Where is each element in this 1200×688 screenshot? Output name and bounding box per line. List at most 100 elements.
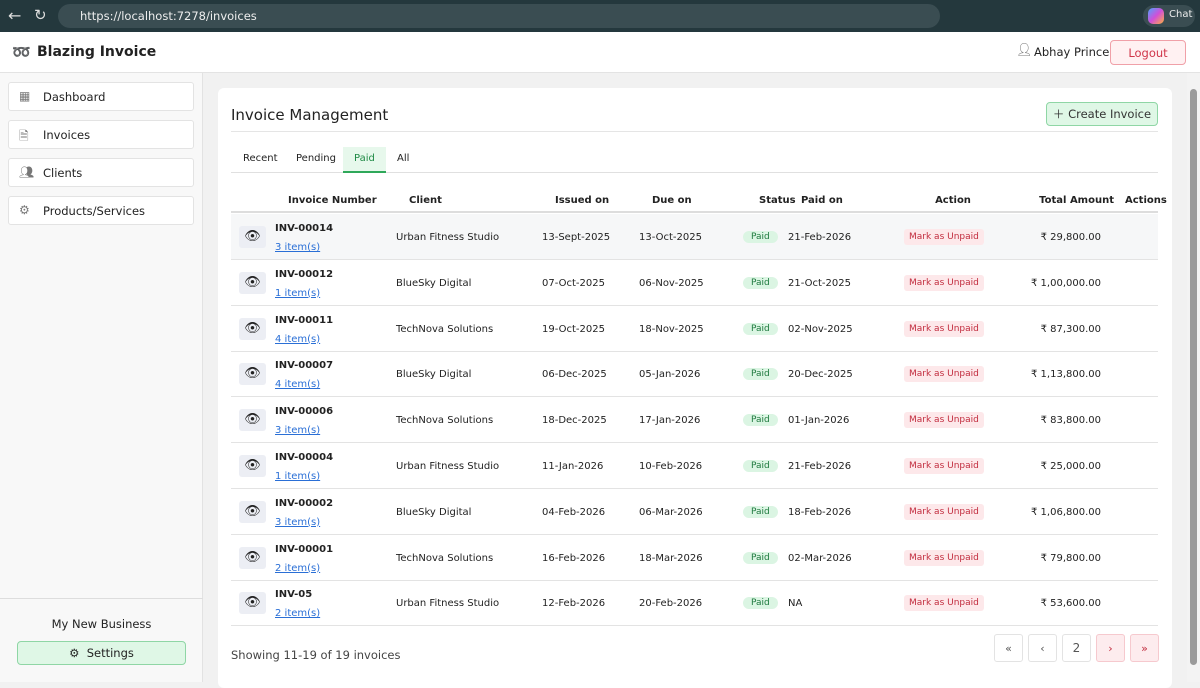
column-header: Invoice Number <box>288 195 377 206</box>
reload-button[interactable]: ↻ <box>34 6 47 24</box>
settings-button[interactable]: ⚙︎ Settings <box>17 641 186 665</box>
table-header: Invoice Number Client Issued on Due on Statu… <box>231 192 1167 213</box>
items-link[interactable]: 3 item(s) <box>275 425 321 437</box>
nav-item[interactable]: ⚙︎ Products/Services <box>8 196 194 225</box>
items-link[interactable]: 1 item(s) <box>275 471 321 482</box>
items-link[interactable]: 3 item(s) <box>275 242 321 253</box>
mark-unpaid-button[interactable]: Mark as Unpaid <box>904 503 984 520</box>
status-badge: Paid <box>743 231 778 243</box>
table-row: 👁︎ INV-00007 4 item(s) BlueSky Digital 06-De… <box>231 351 1158 398</box>
mark-unpaid-button[interactable]: Mark as Unpaid <box>904 274 984 291</box>
logout-button[interactable]: Logout <box>1110 40 1186 65</box>
view-button[interactable]: 👁︎ <box>239 226 266 248</box>
client: BlueSky Digital <box>396 277 472 289</box>
mark-unpaid-button[interactable]: Mark as Unpaid <box>904 549 984 566</box>
client: BlueSky Digital <box>396 369 472 381</box>
status-badge: Paid <box>743 551 778 564</box>
nav-item[interactable]: 👥︎ Clients <box>8 158 194 187</box>
mark-unpaid-button[interactable]: Mark as Unpaid <box>904 229 984 245</box>
total-amount: ₹ 83,800.00 <box>1040 415 1101 427</box>
table-row: 👁︎ INV-00011 4 item(s) TechNova Solutions 19… <box>231 306 1158 352</box>
column-header: Status <box>759 195 796 206</box>
items-link[interactable]: 2 item(s) <box>275 608 321 620</box>
nav-item[interactable]: 🗎︎ Invoices <box>8 120 194 149</box>
status-badge: Paid <box>743 276 778 289</box>
due-on: 06-Nov-2025 <box>639 277 704 289</box>
items-link[interactable]: 3 item(s) <box>275 516 321 528</box>
status-badge: Paid <box>743 597 778 610</box>
paid-on: 21-Feb-2026 <box>788 232 852 243</box>
title-divider <box>231 131 1158 132</box>
logo-icon: ➿ <box>12 43 31 61</box>
mark-unpaid-button[interactable]: Mark as Unpaid <box>904 320 984 337</box>
invoice-number: INV-00001 <box>275 543 334 555</box>
view-button[interactable]: 👁︎ <box>239 363 266 386</box>
issued-on: 18-Dec-2025 <box>542 415 607 427</box>
tab[interactable]: All <box>397 147 409 173</box>
client: Urban Fitness Studio <box>396 598 500 610</box>
table-row: 👁︎ INV-00006 3 item(s) TechNova Solutions 18… <box>231 397 1158 444</box>
column-header: Due on <box>652 195 692 206</box>
items-link[interactable]: 4 item(s) <box>275 379 321 391</box>
pager-button[interactable]: « <box>994 634 1023 662</box>
tab[interactable]: Recent <box>243 147 278 173</box>
pager-button[interactable]: ‹ <box>1028 634 1057 662</box>
tab[interactable]: Pending <box>296 147 336 173</box>
tab-label: Recent <box>243 153 278 164</box>
view-button[interactable]: 👁︎ <box>239 317 266 340</box>
issued-on: 04-Feb-2026 <box>542 506 606 518</box>
pager-button[interactable]: » <box>1130 634 1159 662</box>
items-link[interactable]: 1 item(s) <box>275 287 321 299</box>
pager-button[interactable]: 2 <box>1062 634 1091 662</box>
invoice-number: INV-00006 <box>275 406 334 418</box>
view-button[interactable]: 👁︎ <box>239 271 266 294</box>
paid-on: NA <box>788 598 803 610</box>
browser-bar: ← ↻ https://localhost:7278/invoices Chat <box>0 0 1200 32</box>
invoice-number: INV-00011 <box>275 314 334 326</box>
mark-unpaid-button[interactable]: Mark as Unpaid <box>904 458 984 474</box>
user-name: Abhay Prince <box>1034 45 1110 59</box>
mark-unpaid-button[interactable]: Mark as Unpaid <box>904 595 984 612</box>
issued-on: 19-Oct-2025 <box>542 323 605 335</box>
column-header: Total Amount <box>1039 195 1114 206</box>
due-on: 10-Feb-2026 <box>639 461 703 472</box>
column-header: Client <box>409 195 442 206</box>
items-link[interactable]: 4 item(s) <box>275 333 321 345</box>
nav-icon: ⚙︎ <box>19 203 30 217</box>
client: BlueSky Digital <box>396 506 472 518</box>
view-button[interactable]: 👁︎ <box>239 546 266 569</box>
user-icon: 👤︎ <box>1016 43 1033 58</box>
view-button[interactable]: 👁︎ <box>239 455 266 477</box>
create-invoice-button[interactable]: ＋ Create Invoice <box>1046 102 1158 126</box>
back-button[interactable]: ← <box>8 6 22 25</box>
tab-label: Pending <box>296 153 336 164</box>
issued-on: 13-Sept-2025 <box>542 232 611 243</box>
scroll-thumb <box>1190 89 1197 665</box>
chat-button[interactable]: Chat <box>1143 5 1195 27</box>
issued-on: 07-Oct-2025 <box>542 277 605 289</box>
view-button[interactable]: 👁︎ <box>239 592 266 615</box>
due-on: 17-Jan-2026 <box>639 415 701 427</box>
due-on: 05-Jan-2026 <box>639 369 701 381</box>
issued-on: 16-Feb-2026 <box>542 552 606 564</box>
column-header: Paid on <box>801 195 843 206</box>
status-badge: Paid <box>743 505 778 518</box>
view-button[interactable]: 👁︎ <box>239 409 266 432</box>
table-row: 👁︎ INV-00001 2 item(s) TechNova Solutions 16… <box>231 535 1158 581</box>
chat-icon <box>1148 8 1164 24</box>
pager-button[interactable]: › <box>1096 634 1125 662</box>
issued-on: 11-Jan-2026 <box>542 461 604 472</box>
tab[interactable]: Paid <box>343 147 386 173</box>
client: Urban Fitness Studio <box>396 461 500 472</box>
mark-unpaid-button[interactable]: Mark as Unpaid <box>904 412 984 429</box>
address-bar[interactable]: https://localhost:7278/invoices <box>58 4 940 28</box>
settings-label: Settings <box>86 646 134 660</box>
items-link[interactable]: 2 item(s) <box>275 562 321 574</box>
view-button[interactable]: 👁︎ <box>239 500 266 523</box>
table-row: 👁︎ INV-00012 1 item(s) BlueSky Digital 07-Oc… <box>231 260 1158 306</box>
issued-on: 06-Dec-2025 <box>542 369 607 381</box>
nav-item[interactable]: ▦ Dashboard <box>8 82 194 111</box>
sidebar: My New Business ⚙︎ Settings ▦ Dashboard 🗎︎… <box>0 73 203 682</box>
create-invoice-label: Create Invoice <box>1068 107 1152 121</box>
mark-unpaid-button[interactable]: Mark as Unpaid <box>904 366 984 383</box>
